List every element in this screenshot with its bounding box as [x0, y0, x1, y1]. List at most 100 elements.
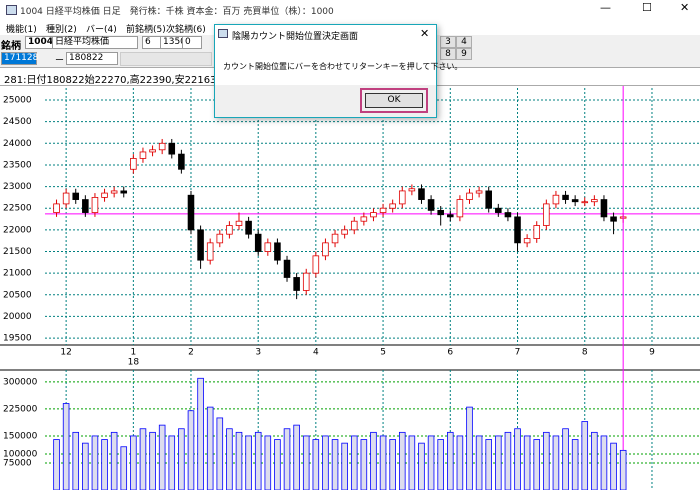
candle-body — [53, 203, 60, 213]
date-to[interactable]: 180822 — [66, 52, 118, 65]
candle-body — [312, 255, 320, 274]
volume-bar — [350, 435, 358, 490]
candle-body — [504, 212, 512, 218]
y-tick-label: 21000 — [3, 269, 32, 279]
x-tick-label: 1 — [130, 348, 136, 358]
candle-body — [187, 194, 195, 231]
volume-bar — [120, 446, 128, 490]
volume-bar — [187, 410, 195, 490]
field-3[interactable]: 0 — [182, 36, 202, 49]
volume-bar — [302, 435, 310, 490]
volume-bar — [158, 424, 166, 490]
volume-bar — [619, 449, 627, 490]
candle-body — [293, 277, 300, 291]
candle-body — [427, 199, 435, 211]
x-tick-label: 7 — [515, 348, 521, 358]
field-2[interactable]: 1350 — [160, 36, 186, 49]
menu-item[interactable]: 次銘柄(6) — [166, 25, 206, 35]
button-8[interactable]: 8 — [440, 48, 456, 60]
candle-body — [82, 199, 89, 213]
candle-body — [245, 220, 252, 235]
button-3[interactable]: 3 — [440, 36, 456, 48]
volume-bar — [245, 435, 252, 490]
candle-body — [101, 192, 108, 198]
date-dash: ー — [55, 56, 65, 66]
volume-panel-gap — [0, 345, 700, 370]
candle-body — [322, 242, 329, 257]
y-tick-label: 150000 — [3, 431, 38, 441]
y-tick-label: 225000 — [3, 404, 38, 414]
candle-body — [197, 229, 204, 261]
volume-bar — [398, 431, 406, 490]
close-button[interactable]: ✕ — [680, 1, 690, 14]
candle-body — [350, 220, 358, 231]
candle-body — [168, 142, 176, 155]
title-bar: 1004 日経平均株価 日足 発行株：千株 資本金：百万 売買単位（株）：100… — [0, 0, 700, 18]
menu-item[interactable]: 前銘柄(5) — [126, 25, 166, 35]
candle-body — [264, 242, 272, 252]
dialog-body: カウント開始位置にバーを合わせてリターンキーを押して下さい。 — [215, 43, 462, 85]
candle-body — [370, 212, 377, 218]
volume-bar — [466, 406, 473, 490]
volume-bar — [562, 428, 569, 490]
candle-body — [130, 158, 137, 170]
scrollbar[interactable] — [120, 52, 212, 66]
candle-body — [91, 197, 99, 213]
candle-body — [62, 192, 70, 205]
menu-item[interactable]: バー(4) — [86, 25, 117, 35]
candle-body — [495, 207, 502, 213]
candle-body — [178, 153, 185, 170]
volume-bar — [197, 377, 204, 490]
volume-bar — [485, 439, 492, 490]
volume-bar — [312, 439, 320, 490]
symbol-name[interactable]: 日経平均株価 — [52, 36, 138, 49]
candle-body — [331, 233, 339, 244]
volume-bar — [600, 435, 608, 490]
y-tick-label: 22000 — [3, 225, 32, 235]
y-tick-label: 100000 — [3, 449, 38, 459]
volume-bar — [370, 431, 377, 490]
dialog: 陰陽カウント開始位置決定画面 ✕ カウント開始位置にバーを合わせてリターンキーを… — [214, 24, 462, 118]
candle-body — [552, 194, 560, 205]
volume-bar — [379, 435, 387, 490]
candle-body — [437, 209, 444, 216]
maximize-button[interactable]: ☐ — [642, 1, 652, 14]
candle-body — [408, 188, 416, 192]
volume-bar — [264, 435, 272, 490]
candle-body — [447, 214, 454, 218]
field-1[interactable]: 6 — [142, 36, 162, 49]
button-9[interactable]: 9 — [456, 48, 472, 60]
ok-button[interactable]: OK — [365, 93, 423, 108]
candle-body — [389, 203, 396, 209]
dialog-icon — [218, 29, 228, 38]
y-tick-label: 20000 — [3, 312, 32, 322]
volume-bar — [72, 431, 80, 490]
menu-item[interactable]: 機能(1) — [6, 25, 37, 35]
volume-bar — [437, 439, 444, 490]
volume-bar — [130, 435, 137, 490]
candle-body — [283, 259, 291, 278]
year-label: 18 — [128, 358, 140, 368]
volume-bar — [360, 439, 368, 490]
symbol-label: 銘柄 — [1, 41, 21, 52]
volume-bar — [514, 428, 521, 490]
volume-bar — [504, 431, 512, 490]
menu-item[interactable]: 種別(2) — [46, 25, 77, 35]
volume-bar — [610, 442, 617, 490]
date-from[interactable]: 171128 — [1, 52, 38, 65]
candle-body — [149, 149, 156, 153]
candle-body — [398, 190, 406, 205]
dialog-close[interactable]: ✕ — [420, 27, 430, 40]
candle-body — [456, 199, 464, 218]
volume-bar — [427, 435, 435, 490]
candle-body — [206, 242, 214, 261]
y-tick-label: 21500 — [3, 247, 32, 257]
dialog-footer: OK — [215, 85, 436, 117]
x-tick-label: 12 — [60, 348, 71, 358]
button-4[interactable]: 4 — [456, 36, 472, 48]
candle-body — [466, 192, 473, 200]
minimize-button[interactable]: — — [600, 1, 611, 14]
volume-bar — [110, 431, 118, 490]
y-tick-label: 24500 — [3, 117, 32, 127]
candle-body — [562, 194, 569, 200]
